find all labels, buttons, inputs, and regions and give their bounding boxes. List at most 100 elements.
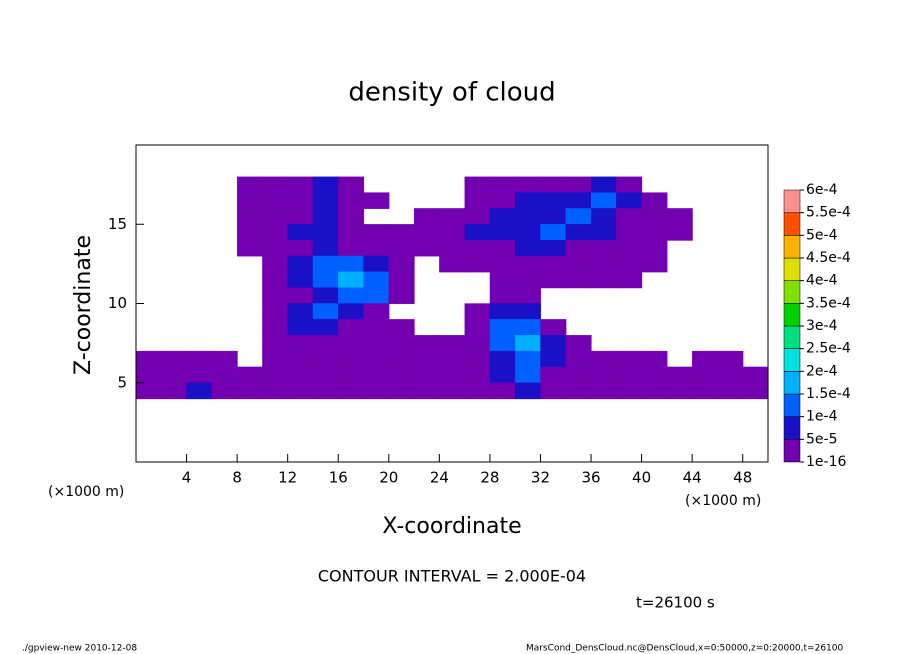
cell <box>641 208 668 225</box>
cell <box>590 271 617 289</box>
cell <box>489 303 516 320</box>
x-tick-label: 32 <box>531 469 550 487</box>
cell <box>413 335 440 352</box>
cell <box>717 177 743 193</box>
cell <box>565 208 592 225</box>
footer-right: MarsCond_DensCloud.nc@DensCloud,x=0:5000… <box>526 644 843 654</box>
cell <box>743 193 769 209</box>
cell <box>515 335 542 352</box>
cell <box>287 271 314 289</box>
field <box>135 176 769 400</box>
cell <box>187 288 213 304</box>
cell <box>338 382 365 400</box>
cell <box>515 287 542 305</box>
cell <box>237 335 263 351</box>
cell <box>565 382 592 400</box>
cell <box>212 177 238 193</box>
cell <box>540 288 566 304</box>
cell <box>464 192 491 209</box>
cell <box>616 335 642 351</box>
cell <box>338 176 365 194</box>
cell <box>439 366 466 384</box>
cell <box>540 176 567 194</box>
cell <box>540 224 567 241</box>
cell <box>187 319 213 335</box>
colorbar-label: 5e-4 <box>806 227 838 243</box>
cell <box>642 272 668 288</box>
cell <box>641 350 668 368</box>
y-tick-label: 5 <box>117 373 127 391</box>
cell <box>489 366 516 384</box>
cell <box>590 255 617 273</box>
cell <box>312 303 339 320</box>
cell <box>565 271 592 289</box>
x-axis-label: X-coordinate <box>382 514 521 539</box>
cell <box>338 287 365 305</box>
colorbar-box <box>783 280 801 304</box>
x-tick-label: 28 <box>480 469 499 487</box>
cell <box>187 304 213 320</box>
colorbar-box <box>783 325 801 349</box>
cell <box>717 350 744 368</box>
cell <box>414 288 440 304</box>
cell <box>666 224 693 241</box>
cell <box>135 366 162 384</box>
cell <box>540 255 567 273</box>
cell <box>743 240 769 256</box>
footer-left: ./gpview-new 2010-12-08 <box>22 644 137 654</box>
cell <box>212 256 238 272</box>
cell <box>312 176 339 194</box>
cell <box>236 366 263 384</box>
cell <box>565 366 592 384</box>
cell <box>489 350 516 368</box>
cell <box>136 177 162 193</box>
cell <box>590 350 617 368</box>
cell <box>667 288 693 304</box>
cell <box>413 350 440 368</box>
colorbar-box <box>783 348 801 372</box>
cell <box>439 193 465 209</box>
cell <box>464 366 491 384</box>
cell <box>136 224 162 240</box>
cell <box>389 193 415 209</box>
cell <box>692 240 718 256</box>
x-tick-label: 12 <box>278 469 297 487</box>
colorbar-label: 1e-16 <box>806 454 846 470</box>
cell <box>540 304 566 320</box>
cell <box>742 366 769 384</box>
cell <box>363 255 390 273</box>
cell <box>667 177 693 193</box>
x-unit: (×1000 m) <box>685 493 761 509</box>
cell <box>312 335 339 352</box>
cell <box>465 288 491 304</box>
cell <box>616 176 643 194</box>
cell <box>413 208 440 225</box>
x-tick-label: 48 <box>733 469 752 487</box>
cell <box>566 304 592 320</box>
cell <box>743 335 769 351</box>
cell <box>287 255 314 273</box>
cell <box>262 271 289 289</box>
cell <box>515 176 542 194</box>
cell <box>743 177 769 193</box>
cell <box>515 208 542 225</box>
cell <box>591 319 617 335</box>
chart-title: density of cloud <box>348 78 555 108</box>
cell <box>389 304 415 320</box>
cell <box>136 319 162 335</box>
cell <box>616 208 643 225</box>
cell <box>236 208 263 225</box>
cell <box>135 382 162 400</box>
cell <box>262 287 289 305</box>
cell <box>212 319 238 335</box>
cell <box>338 319 365 336</box>
cell <box>389 208 415 224</box>
cell <box>642 319 668 335</box>
cell <box>287 224 314 241</box>
cell <box>489 255 516 273</box>
cell <box>338 271 365 289</box>
cell <box>692 335 718 351</box>
colorbar-label: 5e-5 <box>806 431 837 447</box>
cell <box>743 288 769 304</box>
